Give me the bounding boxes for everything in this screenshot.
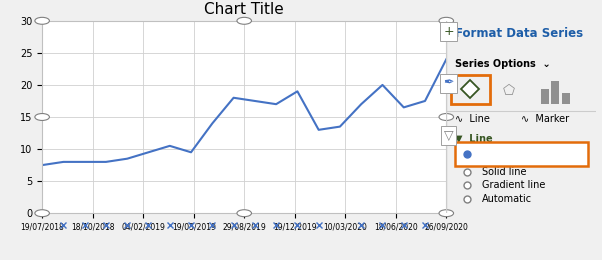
Text: +: + xyxy=(443,25,454,38)
Text: No line: No line xyxy=(482,149,517,159)
Circle shape xyxy=(439,210,453,217)
Text: ▼  Line: ▼ Line xyxy=(455,133,493,143)
Circle shape xyxy=(237,210,252,217)
Bar xyxy=(551,81,559,105)
Text: ⬠: ⬠ xyxy=(503,84,515,98)
Text: Format Data Series: Format Data Series xyxy=(455,27,583,40)
Circle shape xyxy=(439,17,453,24)
Circle shape xyxy=(237,17,252,24)
Text: Gradient line: Gradient line xyxy=(482,180,545,190)
Text: Series Options  ⌄: Series Options ⌄ xyxy=(455,59,551,69)
Text: ∿  Line: ∿ Line xyxy=(455,114,490,124)
FancyBboxPatch shape xyxy=(455,142,588,166)
Text: ▽: ▽ xyxy=(444,129,453,142)
Circle shape xyxy=(35,17,49,24)
Text: Automatic: Automatic xyxy=(482,194,532,204)
Circle shape xyxy=(35,210,49,217)
Bar xyxy=(541,89,549,105)
Bar xyxy=(562,93,569,105)
Circle shape xyxy=(439,114,453,120)
Title: Chart Title: Chart Title xyxy=(204,2,284,17)
Text: ✒: ✒ xyxy=(443,77,454,90)
FancyBboxPatch shape xyxy=(451,75,489,105)
Circle shape xyxy=(35,114,49,120)
Text: ∿  Marker: ∿ Marker xyxy=(521,114,569,124)
Text: Solid line: Solid line xyxy=(482,167,527,177)
